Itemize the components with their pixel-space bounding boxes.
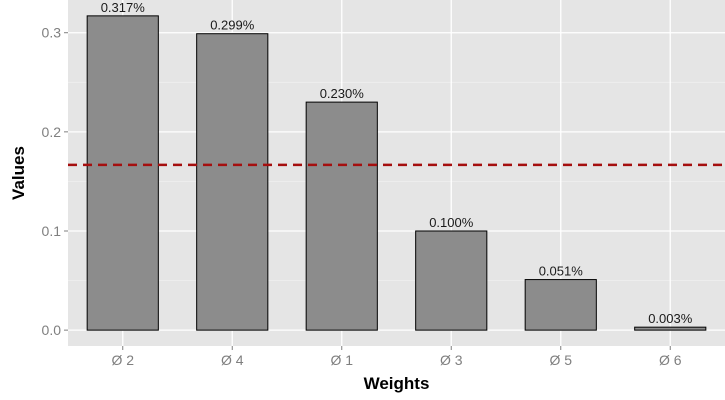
- bar: [305, 101, 378, 331]
- bar: [196, 33, 269, 331]
- data-label: 0.317%: [101, 0, 146, 15]
- x-axis: Ø 2 Ø 4 Ø 1 Ø 3 Ø 5 Ø 6: [111, 346, 682, 368]
- data-label: 0.299%: [210, 18, 255, 33]
- y-tick-label: 0.2: [42, 124, 62, 140]
- y-tick-label: 0.0: [42, 322, 62, 338]
- y-tick-label: 0.1: [42, 223, 62, 239]
- y-tick-label: 0.3: [42, 25, 62, 41]
- x-tick-label: Ø 4: [221, 352, 244, 368]
- x-tick-label: Ø 2: [111, 352, 134, 368]
- x-tick-label: Ø 3: [440, 352, 463, 368]
- bar: [524, 279, 597, 331]
- x-tick-label: Ø 1: [330, 352, 353, 368]
- data-label: 0.051%: [539, 264, 584, 279]
- bar: [86, 15, 159, 331]
- bars: [86, 15, 707, 331]
- x-axis-title: Weights: [364, 374, 430, 393]
- x-tick-label: Ø 6: [659, 352, 682, 368]
- x-tick-label: Ø 5: [549, 352, 572, 368]
- data-labels: 0.317% 0.299% 0.230% 0.100% 0.051% 0.003%: [101, 0, 693, 326]
- y-axis: 0.0 0.1 0.2 0.3: [42, 25, 68, 338]
- bar: [634, 326, 707, 331]
- bar: [415, 230, 488, 331]
- data-label: 0.003%: [648, 311, 693, 326]
- y-axis-title: Values: [9, 146, 28, 200]
- data-label: 0.230%: [320, 86, 365, 101]
- data-label: 0.100%: [429, 215, 474, 230]
- plot-panel: [68, 0, 725, 346]
- gridlines: [68, 0, 725, 346]
